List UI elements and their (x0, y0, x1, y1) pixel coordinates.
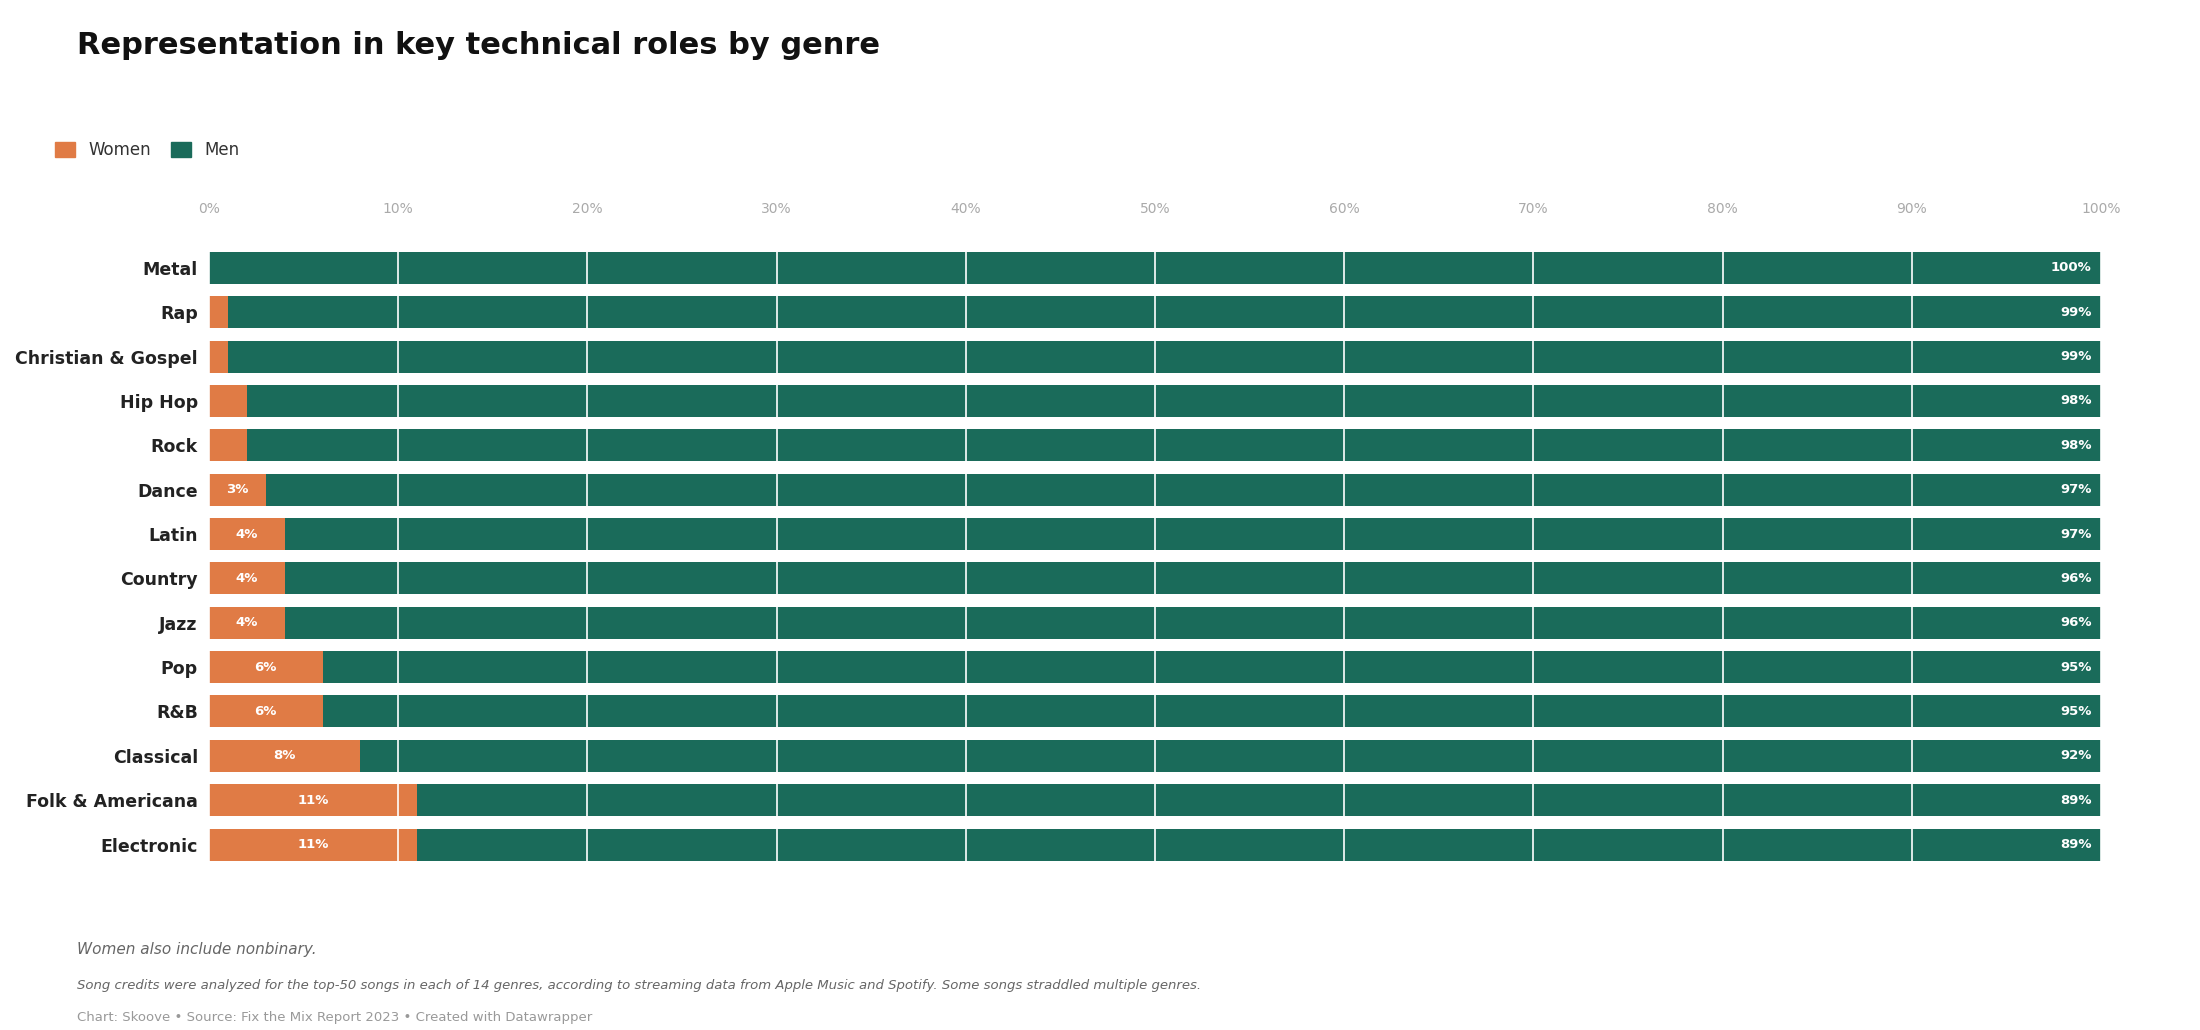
Bar (418, 828, 2101, 860)
Text: 4%: 4% (235, 572, 257, 585)
Text: Representation in key technical roles by genre: Representation in key technical roles by… (77, 31, 880, 60)
Bar (209, 562, 284, 594)
Text: 95%: 95% (2059, 660, 2092, 674)
Bar (266, 474, 2101, 506)
Bar (229, 341, 2101, 373)
Bar (418, 784, 2101, 816)
Text: 100%: 100% (2050, 262, 2092, 274)
Bar (246, 430, 2101, 461)
Text: 89%: 89% (2059, 838, 2092, 851)
Text: 4%: 4% (235, 616, 257, 629)
Bar (284, 562, 2101, 594)
Text: Chart: Skoove • Source: Fix the Mix Report 2023 • Created with Datawrapper: Chart: Skoove • Source: Fix the Mix Repo… (77, 1011, 592, 1025)
Text: 96%: 96% (2059, 616, 2092, 629)
Text: 6%: 6% (255, 660, 277, 674)
Bar (209, 740, 361, 771)
Bar (361, 740, 2101, 771)
Text: 3%: 3% (227, 483, 249, 496)
Bar (246, 385, 2101, 417)
Legend: Women, Men: Women, Men (48, 135, 246, 166)
Text: 95%: 95% (2059, 705, 2092, 718)
Bar (209, 297, 229, 329)
Text: 97%: 97% (2059, 483, 2092, 496)
Text: 11%: 11% (297, 838, 328, 851)
Text: Song credits were analyzed for the top-50 songs in each of 14 genres, according : Song credits were analyzed for the top-5… (77, 978, 1201, 992)
Text: 6%: 6% (255, 705, 277, 718)
Text: 99%: 99% (2059, 306, 2092, 318)
Text: 4%: 4% (235, 527, 257, 541)
Bar (209, 252, 2101, 284)
Bar (323, 651, 2121, 683)
Bar (229, 297, 2101, 329)
Text: 89%: 89% (2059, 794, 2092, 806)
Bar (209, 474, 266, 506)
Bar (209, 784, 418, 816)
Bar (284, 607, 2101, 639)
Text: 11%: 11% (297, 794, 328, 806)
Bar (209, 518, 284, 550)
Text: 98%: 98% (2059, 439, 2092, 452)
Text: Women also include nonbinary.: Women also include nonbinary. (77, 942, 317, 958)
Bar (209, 607, 284, 639)
Bar (209, 385, 246, 417)
Bar (209, 651, 323, 683)
Bar (323, 695, 2121, 727)
Text: 97%: 97% (2059, 527, 2092, 541)
Text: 8%: 8% (273, 750, 295, 762)
Bar (284, 518, 2121, 550)
Text: 96%: 96% (2059, 572, 2092, 585)
Bar (209, 695, 323, 727)
Bar (209, 430, 246, 461)
Text: 92%: 92% (2059, 750, 2092, 762)
Bar (209, 828, 418, 860)
Text: 98%: 98% (2059, 394, 2092, 408)
Text: 99%: 99% (2059, 350, 2092, 363)
Bar (209, 341, 229, 373)
